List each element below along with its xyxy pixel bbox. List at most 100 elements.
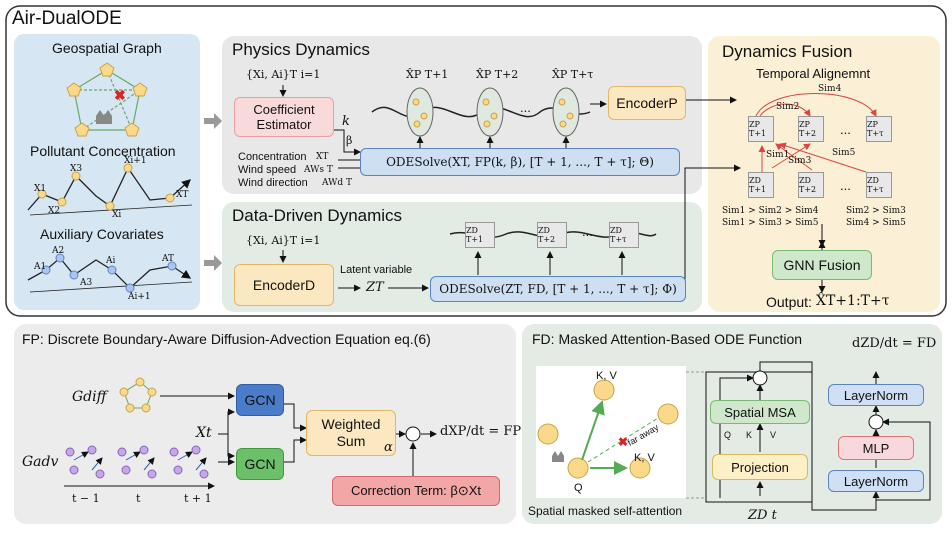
data-input-set: {Xi, Ai}T i=1 xyxy=(246,234,321,247)
kv-label: K, V xyxy=(634,452,655,464)
projection-box: Projection xyxy=(712,454,808,480)
input-panel xyxy=(14,34,200,310)
coeff-line1: Coefficient xyxy=(253,102,315,117)
gadv-graphs xyxy=(73,451,207,471)
input-sym: XT xyxy=(316,152,329,162)
fusion-dots: ... xyxy=(840,122,851,137)
time-label: t − 1 xyxy=(72,492,100,505)
alpha-label: α xyxy=(384,440,393,455)
pollutant-label: Pollutant Concentration xyxy=(30,143,176,159)
k-label: k xyxy=(342,114,350,129)
auxiliary-label: Auxiliary Covariates xyxy=(40,226,164,242)
sim-label: Sim3 xyxy=(788,156,812,166)
fusion-title: Dynamics Fusion xyxy=(722,42,853,61)
auxiliary-plot xyxy=(27,253,193,293)
physics-output: X̂P T+2 xyxy=(476,68,519,81)
coeff-line2: Estimator xyxy=(256,117,312,132)
gcn-green: GCN xyxy=(236,448,284,480)
aux-node-label: Ai+1 xyxy=(128,292,151,302)
factory-icon xyxy=(96,110,112,124)
gdiff-label: Gdiff xyxy=(72,389,107,405)
wsum-line1: Weighted xyxy=(321,416,381,432)
sim-label: Sim1 xyxy=(766,150,790,160)
encoder-p: EncoderP xyxy=(608,86,686,120)
fusion-bottom-box: ZD T+τ xyxy=(866,172,892,198)
fd-title: FD: Masked Attention-Based ODE Function xyxy=(532,331,803,347)
correction-term: Correction Term: β⊙Xt xyxy=(332,476,500,506)
fp-title: FP: Discrete Boundary-Aware Diffusion-Ad… xyxy=(22,331,431,347)
xt-label: Xt xyxy=(196,425,212,441)
data-output-box: ZD T+τ xyxy=(609,222,639,248)
output-label: Output: xyxy=(766,294,812,310)
geo-cross-icon: ✖ xyxy=(114,87,126,103)
latent-label: Latent variable xyxy=(340,264,413,276)
pollutant-node-label: XT xyxy=(176,190,189,200)
input-sym: AWd T xyxy=(322,178,353,188)
physics-input-set: {Xi, Ai}T i=1 xyxy=(246,68,321,81)
fp-derivative: dXP/dt = FP xyxy=(440,424,522,439)
gcn-blue: GCN xyxy=(236,384,284,416)
physics-dots: ... xyxy=(520,100,531,115)
output-symbol: X̂T+1:T+τ xyxy=(816,293,890,309)
zt-label: ZT xyxy=(366,280,384,295)
physics-output: X̂P T+τ xyxy=(552,68,594,81)
data-dots: ... xyxy=(582,224,593,239)
data-odesolve: ODESolve(ZT, FD, [T + 1, ..., T + τ]; Φ) xyxy=(430,276,686,302)
gray-arrow-physics xyxy=(204,113,222,129)
fd-derivative: dZD/dt = FD xyxy=(852,336,937,351)
geo-graph-nodes xyxy=(66,62,148,137)
time-label: t xyxy=(136,492,141,505)
fusion-top-box: ZP T+2 xyxy=(798,116,824,142)
qkv-label: V xyxy=(770,430,777,440)
sim-ineq: Sim1 > Sim3 > Sim5 xyxy=(722,218,819,228)
q-label: Q xyxy=(574,482,583,494)
physics-odesolve: ODESolve(XT, FP(k, β), [T + 1, ..., T + … xyxy=(360,148,680,176)
ztd-label: ZD t xyxy=(748,508,777,523)
attention-caption: Spatial masked self-attention xyxy=(528,504,683,518)
datadriven-title: Data-Driven Dynamics xyxy=(232,206,403,225)
data-output-box: ZD T+2 xyxy=(537,222,567,248)
aux-node-label: Ai xyxy=(106,256,116,266)
aux-node-label: A2 xyxy=(52,246,65,256)
qkv-label: K xyxy=(746,430,753,440)
input-wind-direction: Wind direction xyxy=(238,177,308,189)
gadv-label: Gadv xyxy=(22,454,59,470)
fusion-dots: ... xyxy=(840,178,851,193)
layernorm-bottom: LayerNorm xyxy=(828,470,924,492)
input-concentration: Concentration xyxy=(238,151,307,163)
spatial-msa: Spatial MSA xyxy=(710,400,810,424)
sim-label: Sim2 xyxy=(776,102,800,112)
kv-label: K, V xyxy=(596,370,617,382)
aux-node-label: AT xyxy=(162,254,175,264)
input-wind-speed: Wind speed xyxy=(238,164,297,176)
encoder-d: EncoderD xyxy=(234,264,334,306)
fp-panel-bg xyxy=(14,324,516,524)
fusion-top-box: ZP T+τ xyxy=(866,116,892,142)
time-label: t + 1 xyxy=(184,492,212,505)
pollutant-node-label: Xi xyxy=(112,210,122,220)
pollutant-plot xyxy=(27,163,193,216)
sim-ineq: Sim4 > Sim5 xyxy=(846,218,906,228)
gray-arrow-data xyxy=(204,255,222,271)
physics-title: Physics Dynamics xyxy=(232,40,370,59)
mlp-box: MLP xyxy=(838,436,914,460)
physics-output: X̂P T+1 xyxy=(406,68,449,81)
coefficient-estimator: Coefficient Estimator xyxy=(234,97,334,137)
geo-graph-label: Geospatial Graph xyxy=(52,40,162,56)
fusion-bottom-box: ZD T+2 xyxy=(798,172,824,198)
sim-label: Sim4 xyxy=(818,84,842,94)
framework-frame xyxy=(5,5,947,317)
weighted-sum: Weighted Sum xyxy=(306,410,396,456)
beta-label: β xyxy=(346,134,353,147)
sim-ineq: Sim1 > Sim2 > Sim4 xyxy=(722,206,819,216)
far-cross-icon: ✖ xyxy=(618,435,628,449)
factory-icon-fd xyxy=(552,451,564,462)
alignment-label: Temporal Alignemnt xyxy=(756,66,871,81)
input-sym: AWs T xyxy=(304,165,333,175)
wsum-line2: Sum xyxy=(336,433,366,449)
data-output-box: ZD T+1 xyxy=(465,222,495,248)
pollutant-node-label: X2 xyxy=(48,206,61,216)
fusion-bottom-box: ZD T+1 xyxy=(748,172,774,198)
layernorm-top: LayerNorm xyxy=(828,384,924,406)
main-title: Air-DualODE xyxy=(12,8,122,29)
